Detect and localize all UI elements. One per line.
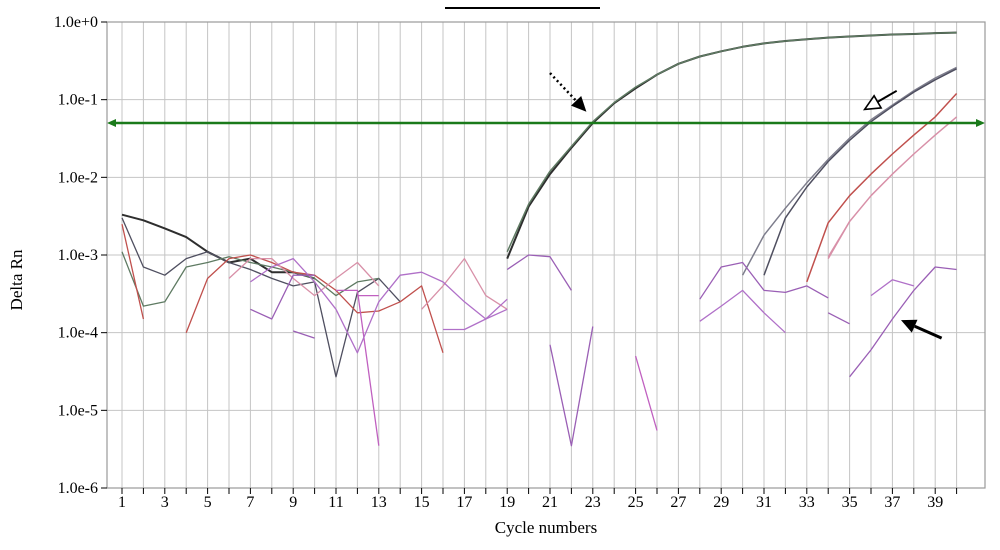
x-tick-label: 37 <box>884 494 900 511</box>
series-layer <box>121 31 958 447</box>
series-line-17 <box>250 257 508 354</box>
y-axis-ticks: 1.0e+0 1.0e-1 1.0e-2 1.0e-3 1.0e-4 1.0e-5 1.0e… <box>54 14 107 497</box>
series-line-22 <box>549 326 594 447</box>
series-line-19 <box>292 330 315 339</box>
dotted-arrow <box>549 72 578 102</box>
x-tick-label: 11 <box>328 494 343 511</box>
series-line-14 <box>827 221 851 258</box>
x-tick-label: 33 <box>799 494 815 511</box>
x-tick-label: 21 <box>542 494 558 511</box>
series-line-10 <box>121 223 145 320</box>
solid-arrow <box>914 324 943 340</box>
y-tick-label: 1.0e+0 <box>54 14 98 31</box>
series-line-21 <box>506 254 572 291</box>
x-tick-label: 19 <box>499 494 515 511</box>
series-line-4 <box>741 66 957 276</box>
x-tick-label: 29 <box>713 494 729 511</box>
threshold-arrow-left <box>107 119 116 128</box>
y-axis-title: Delta Rn <box>7 249 26 310</box>
solid-arrow-head <box>901 319 918 333</box>
series-line-27 <box>849 266 957 378</box>
series-line-25 <box>699 289 786 334</box>
x-axis-ticks: 1 3 5 7 9 11 13 15 17 19 21 23 25 27 29 31 33 35 37 39 <box>118 488 958 511</box>
series-line-6 <box>806 92 958 283</box>
dotted-arrow-head <box>571 96 587 112</box>
series-line-24 <box>699 261 829 300</box>
y-tick-label: 1.0e-6 <box>58 480 98 497</box>
x-tick-label: 17 <box>456 494 472 511</box>
x-tick-label: 15 <box>414 494 430 511</box>
threshold-layer <box>107 119 985 128</box>
series-line-28 <box>870 279 914 297</box>
x-tick-label: 23 <box>585 494 601 511</box>
series-line-23 <box>634 355 658 431</box>
series-line-5 <box>763 68 957 276</box>
series-line-12 <box>228 257 380 297</box>
x-tick-label: 35 <box>842 494 858 511</box>
hollow-arrow-head <box>862 94 883 111</box>
y-tick-label: 1.0e-1 <box>58 92 98 109</box>
x-tick-label: 25 <box>628 494 644 511</box>
x-tick-label: 13 <box>371 494 387 511</box>
x-tick-label: 5 <box>204 494 212 511</box>
series-line-13 <box>421 257 508 310</box>
x-tick-label: 9 <box>289 494 297 511</box>
x-tick-label: 27 <box>670 494 686 511</box>
series-line-18 <box>443 298 508 331</box>
x-tick-label: 39 <box>927 494 943 511</box>
threshold-arrow-right <box>976 119 985 128</box>
series-line-3 <box>506 31 957 253</box>
y-tick-label: 1.0e-2 <box>58 169 98 186</box>
hollow-arrow <box>877 89 898 103</box>
x-tick-label: 3 <box>161 494 169 511</box>
x-tick-label: 1 <box>118 494 126 511</box>
series-line-20 <box>250 274 315 320</box>
series-line-9 <box>121 251 379 307</box>
y-tick-label: 1.0e-3 <box>58 247 98 264</box>
x-axis-title: Cycle numbers <box>495 518 597 537</box>
y-tick-label: 1.0e-4 <box>58 325 98 342</box>
x-tick-label: 7 <box>246 494 254 511</box>
y-tick-label: 1.0e-5 <box>58 402 98 419</box>
series-line-26 <box>827 312 850 325</box>
series-line-15 <box>336 289 380 446</box>
x-tick-label: 31 <box>756 494 772 511</box>
annotation-layer <box>549 72 943 340</box>
